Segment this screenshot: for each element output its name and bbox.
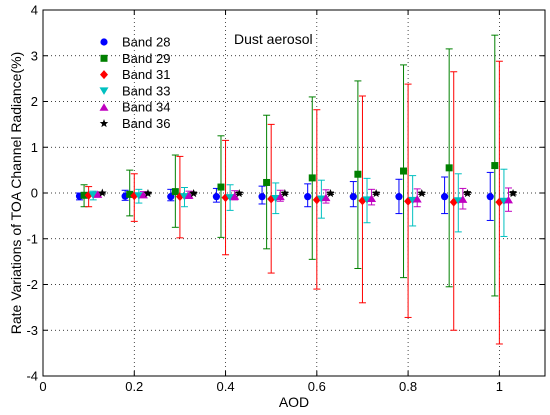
data-point-band-36 [280, 188, 290, 198]
data-point-band-28 [349, 193, 357, 201]
x-tick-label: 0.4 [217, 379, 235, 394]
legend-item-band-28: Band 28 [100, 35, 170, 50]
legend-item-band-33: Band 33 [99, 83, 170, 98]
axes: 0 0.2 0.4 0.6 0.8 1 -4 -3 -2 -1 0 1 2 3 4 [26, 3, 546, 394]
y-tick-label: -3 [26, 323, 38, 338]
data-point-band-34 [458, 195, 468, 203]
data-point-band-34 [184, 191, 194, 199]
data-point-band-33 [362, 196, 372, 204]
legend-label: Band 29 [122, 51, 170, 66]
y-tick-label: 1 [31, 140, 38, 155]
y-tick-label: 0 [31, 186, 38, 201]
data-point-band-33 [316, 195, 326, 203]
data-markers [75, 162, 518, 207]
data-point-band-33 [225, 194, 235, 202]
data-point-band-34 [412, 194, 422, 203]
x-tick-label: 0.6 [308, 379, 326, 394]
data-point-band-29 [491, 162, 499, 170]
x-tick-label: 0.2 [125, 379, 143, 394]
data-point-band-29 [354, 170, 362, 178]
legend-marker [100, 54, 108, 62]
legend-marker [100, 38, 108, 46]
data-point-band-29 [308, 174, 316, 182]
legend-label: Band 34 [122, 100, 170, 115]
data-point-band-36 [508, 188, 518, 198]
y-tick-label: 3 [31, 48, 38, 63]
legend-item-band-31: Band 31 [100, 67, 170, 82]
data-point-band-29 [217, 183, 225, 191]
x-tick-label: 0.8 [399, 379, 417, 394]
data-point-band-34 [230, 192, 240, 200]
data-point-band-36 [417, 188, 427, 198]
data-point-band-29 [263, 178, 271, 186]
legend-label: Band 28 [122, 35, 170, 50]
data-point-band-28 [395, 193, 403, 201]
data-point-band-36 [143, 188, 153, 198]
data-point-band-36 [463, 188, 472, 198]
data-point-band-28 [441, 193, 449, 201]
data-point-band-34 [367, 194, 377, 202]
data-point-band-29 [171, 188, 179, 196]
data-point-band-33 [179, 193, 189, 201]
data-point-band-29 [445, 164, 453, 172]
x-tick-label: 1 [496, 379, 503, 394]
legend-item-band-34: Band 34 [99, 100, 170, 115]
data-point-band-28 [304, 193, 312, 201]
data-point-band-29 [126, 190, 134, 198]
data-point-band-33 [453, 197, 463, 205]
legend-marker [99, 87, 109, 95]
y-tick-label: -2 [26, 277, 38, 292]
data-point-band-36 [326, 188, 335, 198]
data-point-band-36 [371, 188, 381, 198]
data-point-band-34 [321, 193, 331, 202]
y-axis-label: Rate Variations of TOA Channel Radiance(… [8, 52, 24, 335]
legend-label: Band 31 [122, 67, 170, 82]
x-axis-label: AOD [279, 394, 309, 410]
y-tick-label: 4 [31, 3, 38, 18]
data-point-band-28 [258, 193, 266, 201]
data-point-band-36 [98, 188, 107, 197]
data-point-band-36 [234, 188, 244, 198]
x-tick-label: 0 [39, 379, 46, 394]
data-point-band-34 [503, 195, 513, 204]
legend-item-band-29: Band 29 [100, 51, 170, 66]
data-point-band-28 [212, 193, 221, 201]
data-point-band-28 [486, 193, 494, 201]
legend-marker [99, 119, 109, 128]
data-point-band-33 [134, 192, 144, 200]
y-tick-label: 2 [31, 94, 38, 109]
legend-label: Band 33 [122, 83, 170, 98]
data-point-band-36 [189, 188, 198, 198]
y-tick-label: -1 [26, 231, 38, 246]
y-tick-label: -4 [26, 369, 38, 384]
data-point-band-29 [80, 191, 88, 199]
data-point-band-33 [88, 191, 98, 200]
legend-label: Band 36 [122, 116, 170, 131]
legend-item-band-36: Band 36 [99, 116, 170, 131]
data-point-band-33 [408, 196, 418, 205]
legend-marker [100, 70, 108, 80]
data-point-band-34 [275, 192, 285, 201]
data-point-band-29 [400, 167, 408, 175]
annotation-dust-aerosol: Dust aerosol [234, 31, 313, 47]
legend-marker [99, 103, 109, 111]
data-point-band-33 [499, 197, 509, 206]
